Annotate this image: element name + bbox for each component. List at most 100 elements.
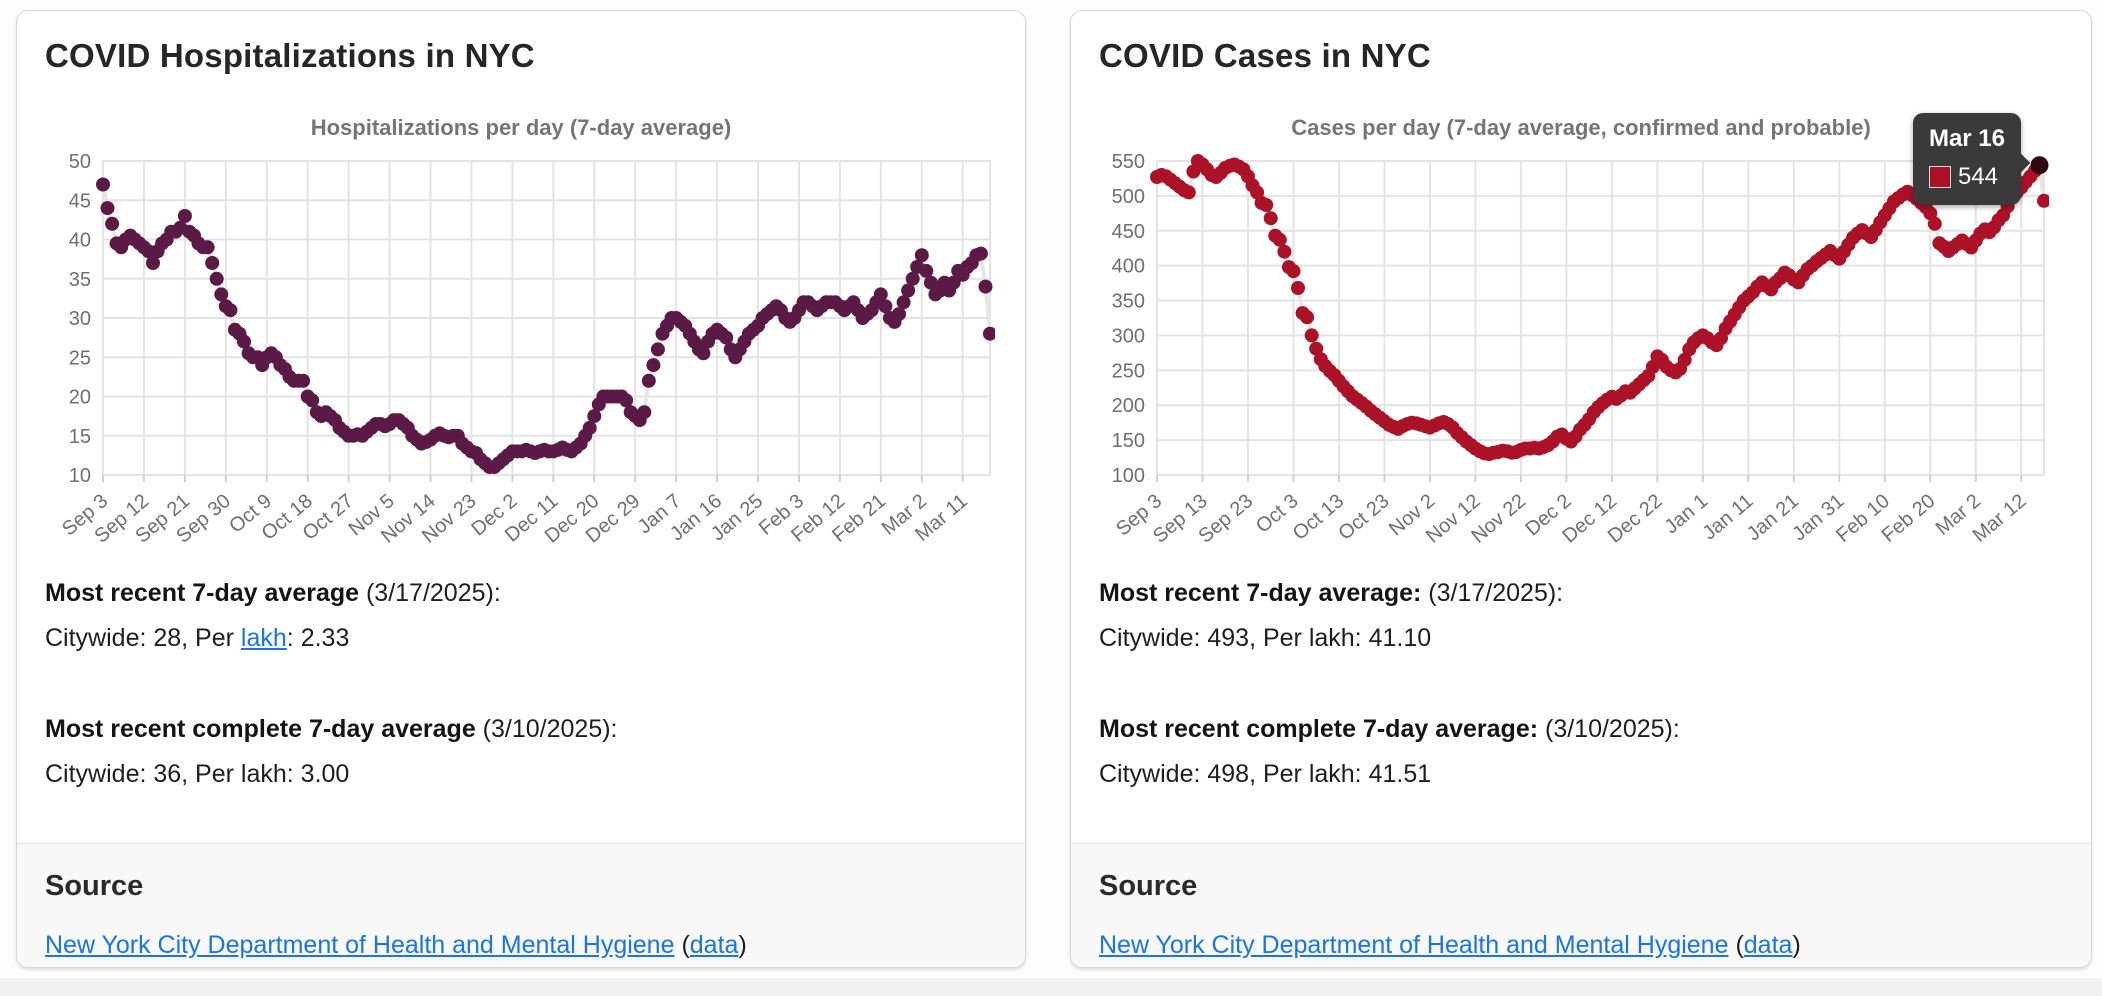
data-point[interactable] (1923, 206, 1938, 221)
data-point[interactable] (1304, 328, 1319, 343)
stat-title: Most recent 7-day average (3/17/2025): (45, 579, 501, 607)
y-tick-label: 150 (1112, 430, 1145, 452)
stat-most-recent: Most recent 7-day average: (3/17/2025): … (1099, 571, 2063, 661)
tooltip-value: 544 (1957, 163, 1998, 190)
data-point[interactable] (923, 275, 938, 290)
data-link[interactable]: data (689, 931, 739, 959)
data-point[interactable] (637, 405, 652, 420)
data-point[interactable] (1259, 198, 1274, 212)
text: ) (738, 931, 747, 959)
data-point[interactable] (646, 358, 661, 373)
y-tick-label: 45 (69, 190, 91, 212)
y-tick-label: 100 (1112, 465, 1145, 487)
stat-title: Most recent complete 7-day average: (3/1… (1099, 715, 1680, 743)
data-point[interactable] (1272, 232, 1287, 247)
y-tick-label: 500 (1112, 186, 1145, 208)
bold-text: Most recent 7-day average: (1099, 579, 1422, 607)
text: (3/17/2025): (359, 579, 501, 607)
data-point[interactable] (1277, 244, 1292, 259)
cases-chart: Cases per day (7-day average, confirmed … (1099, 101, 2063, 547)
data-point[interactable] (214, 287, 229, 302)
data-point[interactable] (1263, 211, 1278, 226)
data-link[interactable]: data (1743, 931, 1793, 959)
data-point[interactable] (587, 409, 602, 424)
data-point[interactable] (1309, 341, 1324, 356)
tooltip-date: Mar 16 (1928, 125, 2005, 152)
chart-title: Hospitalizations per day (7-day average) (310, 115, 732, 140)
tooltip-value-row: 544 (1928, 163, 2005, 191)
series-color-swatch (1928, 166, 1951, 188)
data-point[interactable] (973, 246, 988, 261)
data-point[interactable] (892, 307, 906, 322)
data-point[interactable] (100, 201, 115, 216)
data-point[interactable] (878, 299, 893, 314)
text: (3/10/2025): (475, 715, 618, 743)
stats-block: Most recent 7-day average: (3/17/2025): … (1099, 571, 2063, 843)
data-point[interactable] (619, 393, 634, 408)
data-point[interactable] (296, 373, 311, 388)
data-point[interactable] (1250, 185, 1265, 200)
data-point[interactable] (901, 283, 916, 298)
data-point[interactable] (896, 295, 911, 310)
data-point[interactable] (146, 256, 160, 270)
data-point[interactable] (2037, 193, 2049, 208)
data-point[interactable] (978, 279, 993, 294)
series-points[interactable] (96, 177, 995, 475)
source-link[interactable]: New York City Department of Health and M… (1099, 931, 1729, 959)
page: COVID Hospitalizations in NYC Hospitaliz… (16, 10, 2092, 968)
data-point[interactable] (873, 287, 888, 302)
data-point[interactable] (105, 216, 120, 231)
data-point[interactable] (914, 248, 929, 263)
stat-value: Citywide: 28, Per lakh: 2.33 (45, 624, 349, 652)
chart-tooltip: Mar 16 544 (1912, 113, 2031, 205)
text: (3/17/2025): (1421, 579, 1564, 607)
y-tick-label: 550 (1112, 151, 1145, 173)
y-tick-label: 300 (1112, 325, 1145, 347)
data-point[interactable] (96, 177, 110, 192)
data-point[interactable] (719, 330, 734, 345)
stat-most-recent: Most recent 7-day average (3/17/2025): C… (45, 571, 997, 661)
data-point[interactable] (582, 420, 597, 435)
y-tick-label: 350 (1112, 291, 1145, 313)
stat-value: Citywide: 498, Per lakh: 41.51 (1099, 760, 1431, 788)
data-point[interactable] (1286, 264, 1301, 279)
stats-block: Most recent 7-day average (3/17/2025): C… (45, 571, 997, 843)
y-tick-label: 450 (1112, 221, 1145, 243)
data-point[interactable] (696, 346, 711, 361)
data-point[interactable] (946, 275, 961, 290)
data-point[interactable] (1291, 281, 1305, 295)
data-point[interactable] (209, 271, 224, 286)
data-point[interactable] (223, 303, 238, 318)
data-point[interactable] (1181, 185, 1196, 200)
x-tick-label: Jan 21 (1743, 490, 1803, 545)
data-point[interactable] (205, 256, 220, 270)
y-gridlines: 10 15 20 25 30 35 40 45 50 (69, 151, 990, 487)
data-point[interactable] (983, 326, 995, 341)
data-point[interactable] (905, 271, 920, 286)
y-tick-label: 40 (69, 230, 91, 252)
text: ( (674, 931, 690, 959)
data-point[interactable] (1677, 352, 1692, 367)
data-point[interactable] (177, 209, 192, 223)
data-point[interactable] (200, 240, 215, 255)
chart-title: Cases per day (7-day average, confirmed … (1291, 115, 1871, 140)
series-points[interactable] (1150, 154, 2049, 462)
data-point[interactable] (1300, 310, 1315, 325)
data-point[interactable] (919, 263, 934, 278)
data-point[interactable] (650, 342, 665, 357)
highlighted-data-point[interactable] (2030, 156, 2049, 175)
data-point[interactable] (1927, 216, 1942, 231)
text: Citywide: 498, Per lakh: 41.51 (1099, 760, 1432, 788)
source-footer: Source New York City Department of Healt… (1071, 843, 2091, 967)
lakh-link[interactable]: lakh (240, 624, 287, 652)
y-tick-label: 30 (69, 308, 91, 330)
data-point[interactable] (641, 373, 656, 388)
bold-text: Most recent complete 7-day average (45, 715, 476, 743)
data-point[interactable] (305, 393, 320, 408)
source-link[interactable]: New York City Department of Health and M… (45, 931, 675, 959)
data-point[interactable] (237, 334, 251, 349)
